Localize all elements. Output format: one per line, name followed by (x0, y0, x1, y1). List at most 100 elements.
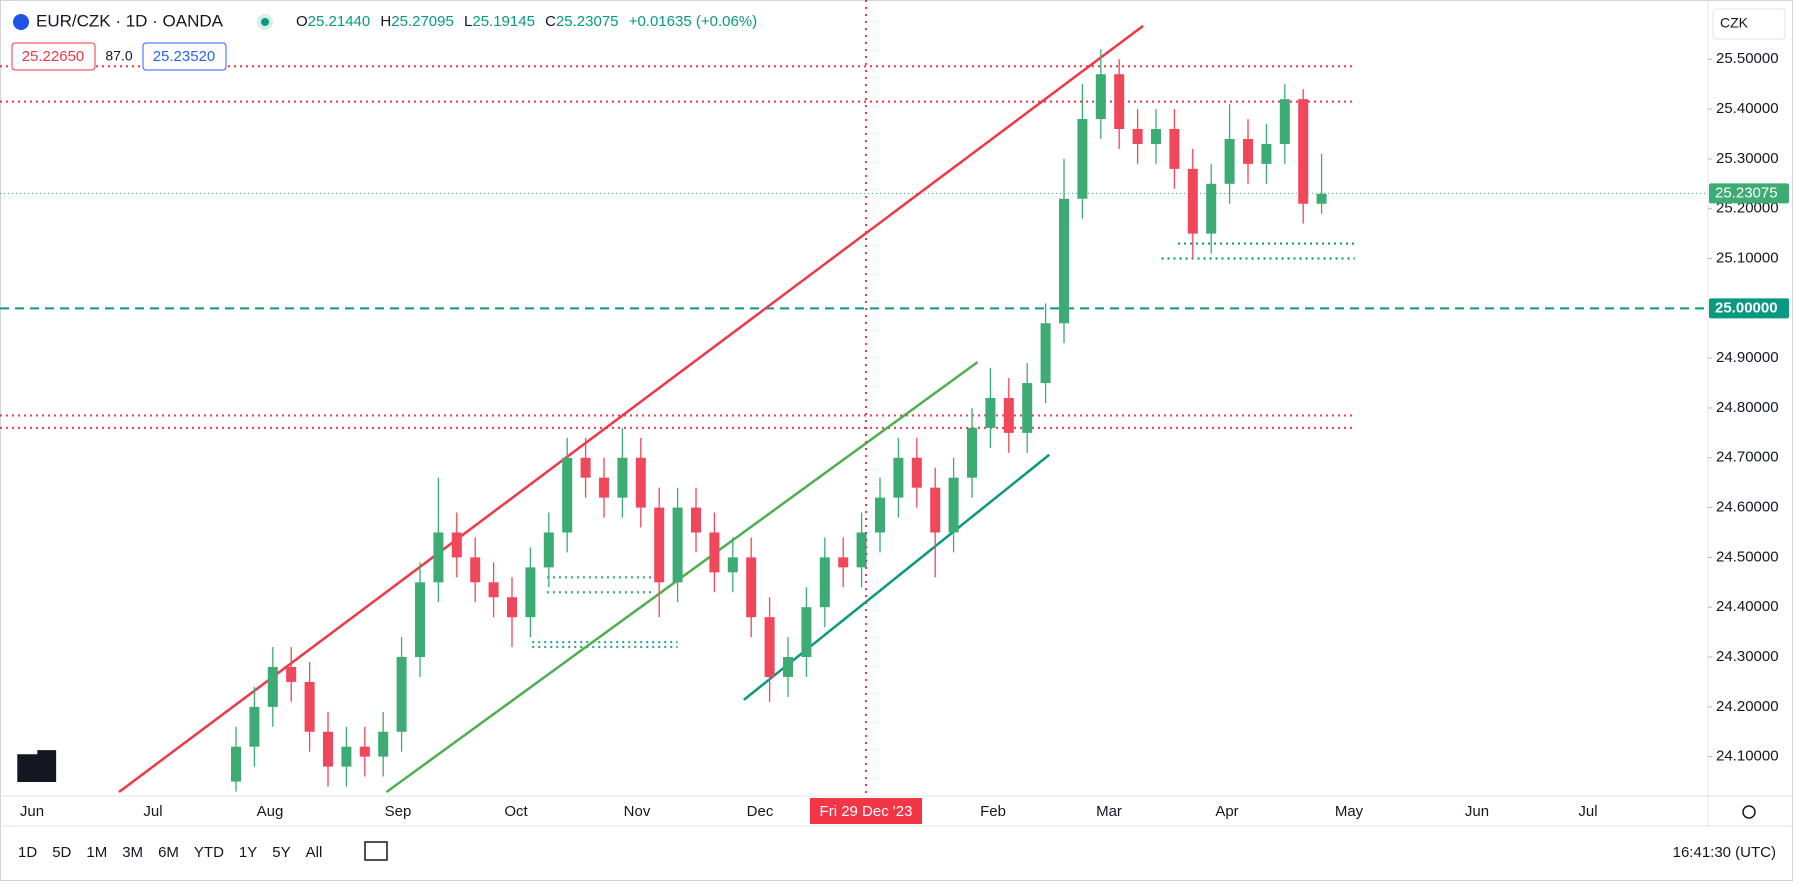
last-price-box (1709, 183, 1789, 204)
status-dot (261, 18, 269, 26)
candle-body (1261, 143, 1272, 164)
candle-body (709, 532, 720, 573)
change: +0.01635 (+0.06%) (629, 13, 757, 30)
crosshair-label: Fri 29 Dec '23 (820, 803, 913, 820)
candle-body (654, 507, 665, 583)
candle-body (672, 507, 683, 583)
sell-box[interactable] (11, 42, 96, 71)
h-value: 25.27095 (391, 13, 454, 30)
range-button[interactable]: All (306, 844, 323, 861)
candle-body (378, 731, 389, 757)
candle-body (1059, 198, 1069, 324)
candle-body (783, 657, 793, 677)
o-value: 25.21440 (308, 13, 371, 30)
candle-body (470, 557, 481, 583)
range-button[interactable]: 1M (86, 844, 107, 861)
candle-body (433, 532, 444, 583)
x-tick-label: Feb (980, 803, 1006, 820)
x-tick-label: Jul (1578, 803, 1597, 820)
candle-body (948, 477, 959, 533)
candle-body (691, 507, 701, 533)
range-button[interactable]: 5D (52, 844, 71, 861)
candle-body (341, 746, 352, 767)
candle-body (1169, 129, 1180, 169)
candle-body (1095, 74, 1106, 120)
candle-body (875, 497, 885, 533)
x-tick-label: Jul (143, 803, 162, 820)
clock: 16:41:30 (UTC) (1673, 844, 1776, 861)
range-button[interactable]: 1D (18, 844, 37, 861)
candle-body (507, 597, 517, 618)
y-tick-label: 25.40000 (1716, 100, 1779, 117)
candle-body (856, 532, 867, 568)
x-tick-label: May (1335, 803, 1364, 820)
plot (0, 24, 1708, 794)
candle-body (1003, 398, 1014, 433)
candle-body (617, 457, 628, 498)
currency-select[interactable] (1712, 8, 1786, 40)
ask[interactable]: 25.23520 (153, 48, 216, 65)
x-tick-label: Apr (1215, 803, 1238, 820)
date-range-icon[interactable] (364, 841, 388, 861)
range-toolbar: 1D 5D 1M 3M 6M YTD 1Y 5Y All (18, 844, 322, 861)
y-tick-label: 25.30000 (1716, 150, 1779, 167)
candle-body (249, 706, 260, 747)
ohlc: O25.21440 H25.27095 L25.19145 C25.23075 … (296, 13, 757, 30)
candle-body (746, 557, 757, 618)
o-label: O (296, 13, 308, 30)
y-tick-label: 24.20000 (1716, 698, 1779, 715)
candle-body (930, 487, 941, 533)
flag-icon (13, 14, 29, 30)
trend-line (118, 24, 1144, 794)
range-button[interactable]: 6M (158, 844, 179, 861)
candle-body (286, 666, 297, 682)
level-label: 25.00000 (1715, 299, 1778, 316)
y-tick-label: 25.10000 (1716, 249, 1779, 266)
candle-body (1224, 138, 1235, 184)
range-button[interactable]: 1Y (239, 844, 257, 861)
candle-body (1316, 193, 1327, 204)
candle-body (1298, 99, 1309, 204)
range-button[interactable]: 5Y (272, 844, 290, 861)
candle-body (801, 607, 812, 658)
level-box (1709, 298, 1789, 319)
candle-body (267, 666, 278, 707)
x-tick-label: Oct (504, 803, 528, 820)
crosshair-box (810, 798, 922, 824)
y-tick-label: 24.80000 (1716, 399, 1779, 416)
candle-body (1114, 74, 1125, 130)
candle-body (838, 557, 849, 568)
y-tick-label: 24.30000 (1716, 648, 1779, 665)
x-tick-label: Nov (624, 803, 651, 820)
candle-body (1077, 119, 1088, 199)
x-tick-label: Aug (257, 803, 284, 820)
candle-body (1187, 168, 1198, 234)
candle-body (985, 398, 996, 428)
bid[interactable]: 25.22650 (22, 48, 85, 65)
h-label: H (380, 13, 391, 30)
x-tick-label: Mar (1096, 803, 1122, 820)
c-value: 25.23075 (556, 13, 619, 30)
x-tick-label: Jun (20, 803, 44, 820)
l-value: 25.19145 (472, 13, 535, 30)
candle-body (819, 557, 830, 608)
c-label: C (545, 13, 556, 30)
candle-body (1022, 383, 1033, 433)
candle-body (911, 457, 922, 488)
candle-body (488, 582, 499, 598)
y-tick-label: 24.50000 (1716, 548, 1779, 565)
candle-body (396, 657, 407, 732)
candle-body (359, 746, 370, 757)
range-button[interactable]: YTD (194, 844, 224, 861)
y-tick-label: 24.90000 (1716, 349, 1779, 366)
x-tick-label: Sep (385, 803, 412, 820)
last-price-label: 25.23075 (1715, 184, 1778, 201)
candle-body (1279, 99, 1290, 144)
currency[interactable]: CZK (1720, 15, 1749, 31)
settings-icon[interactable] (1742, 805, 1756, 819)
buy-box[interactable] (142, 42, 227, 71)
trend-line (743, 453, 1051, 701)
y-tick-label: 25.50000 (1716, 50, 1779, 67)
range-button[interactable]: 3M (122, 844, 143, 861)
